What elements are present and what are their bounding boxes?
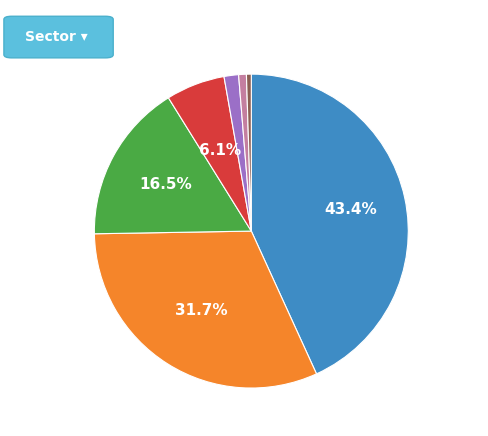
Text: 6.1%: 6.1% — [200, 143, 242, 158]
Text: 43.4%: 43.4% — [325, 202, 377, 217]
Wedge shape — [94, 231, 317, 388]
Wedge shape — [224, 75, 251, 231]
Text: Sector ▾: Sector ▾ — [25, 30, 88, 44]
Wedge shape — [94, 98, 251, 234]
Text: 31.7%: 31.7% — [175, 303, 227, 318]
Text: 16.5%: 16.5% — [140, 177, 192, 192]
Wedge shape — [246, 74, 251, 231]
Wedge shape — [251, 74, 408, 374]
FancyBboxPatch shape — [4, 16, 113, 58]
Wedge shape — [239, 74, 251, 231]
Wedge shape — [168, 77, 251, 231]
